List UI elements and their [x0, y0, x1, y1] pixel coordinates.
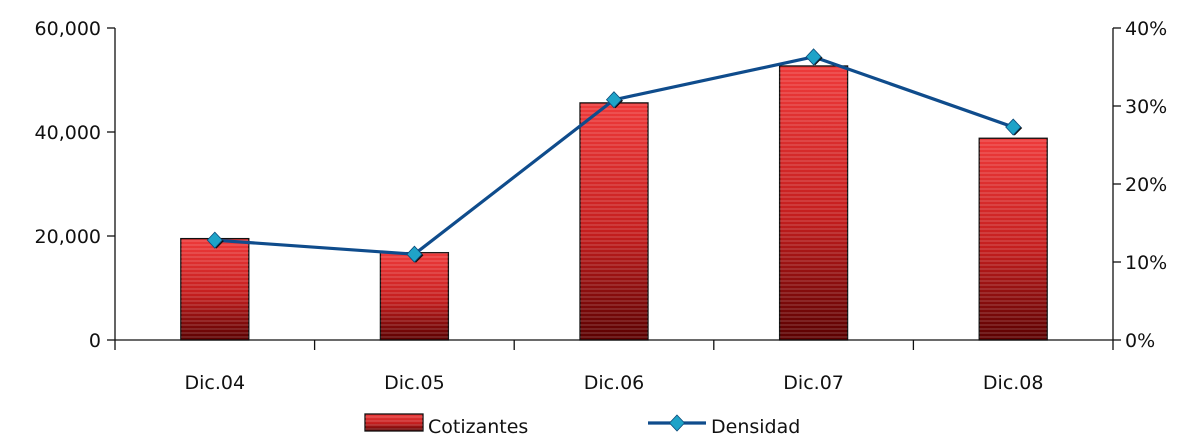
bar-cotizantes-texture — [779, 65, 848, 341]
legend-swatch-densidad-marker — [668, 414, 686, 432]
bar-cotizantes-texture — [380, 252, 449, 340]
y-left-tick-label: 40,000 — [35, 122, 101, 144]
legend: Cotizantes Densidad — [364, 413, 800, 438]
marker-densidad — [206, 231, 223, 249]
y-right-tick-label: 10% — [1125, 252, 1167, 274]
y-right-tick-label: 0% — [1125, 330, 1155, 352]
bar-cotizantes-texture — [979, 138, 1048, 340]
legend-swatch-texture — [365, 414, 423, 431]
y-right-tick-label: 20% — [1125, 174, 1167, 196]
legend-label-cotizantes: Cotizantes — [428, 416, 528, 438]
plot-area: 0 20,000 40,000 60,000 0% 10% 20% 30% 40% Dic.04 D… — [35, 18, 1168, 394]
x-tick-label: Dic.06 — [584, 372, 645, 394]
x-tick-label: Dic.07 — [783, 372, 844, 394]
marker-densidad — [605, 91, 623, 109]
marker-densidad — [406, 245, 423, 263]
y-left-tick-label: 60,000 — [35, 18, 101, 40]
y-left-tick-label: 20,000 — [35, 226, 101, 248]
y-right-tick-label: 30% — [1125, 96, 1167, 118]
x-tick-label: Dic.05 — [384, 372, 445, 394]
bar-cotizantes-texture — [180, 238, 249, 340]
y-right-tick-label: 40% — [1125, 18, 1167, 40]
marker-densidad — [1005, 118, 1022, 136]
legend-label-densidad: Densidad — [711, 416, 800, 438]
x-tick-label: Dic.04 — [185, 372, 246, 394]
x-tick-label: Dic.08 — [983, 372, 1044, 394]
y-left-tick-label: 0 — [89, 330, 101, 352]
marker-densidad — [805, 48, 822, 66]
bar-cotizantes-texture — [580, 102, 648, 340]
